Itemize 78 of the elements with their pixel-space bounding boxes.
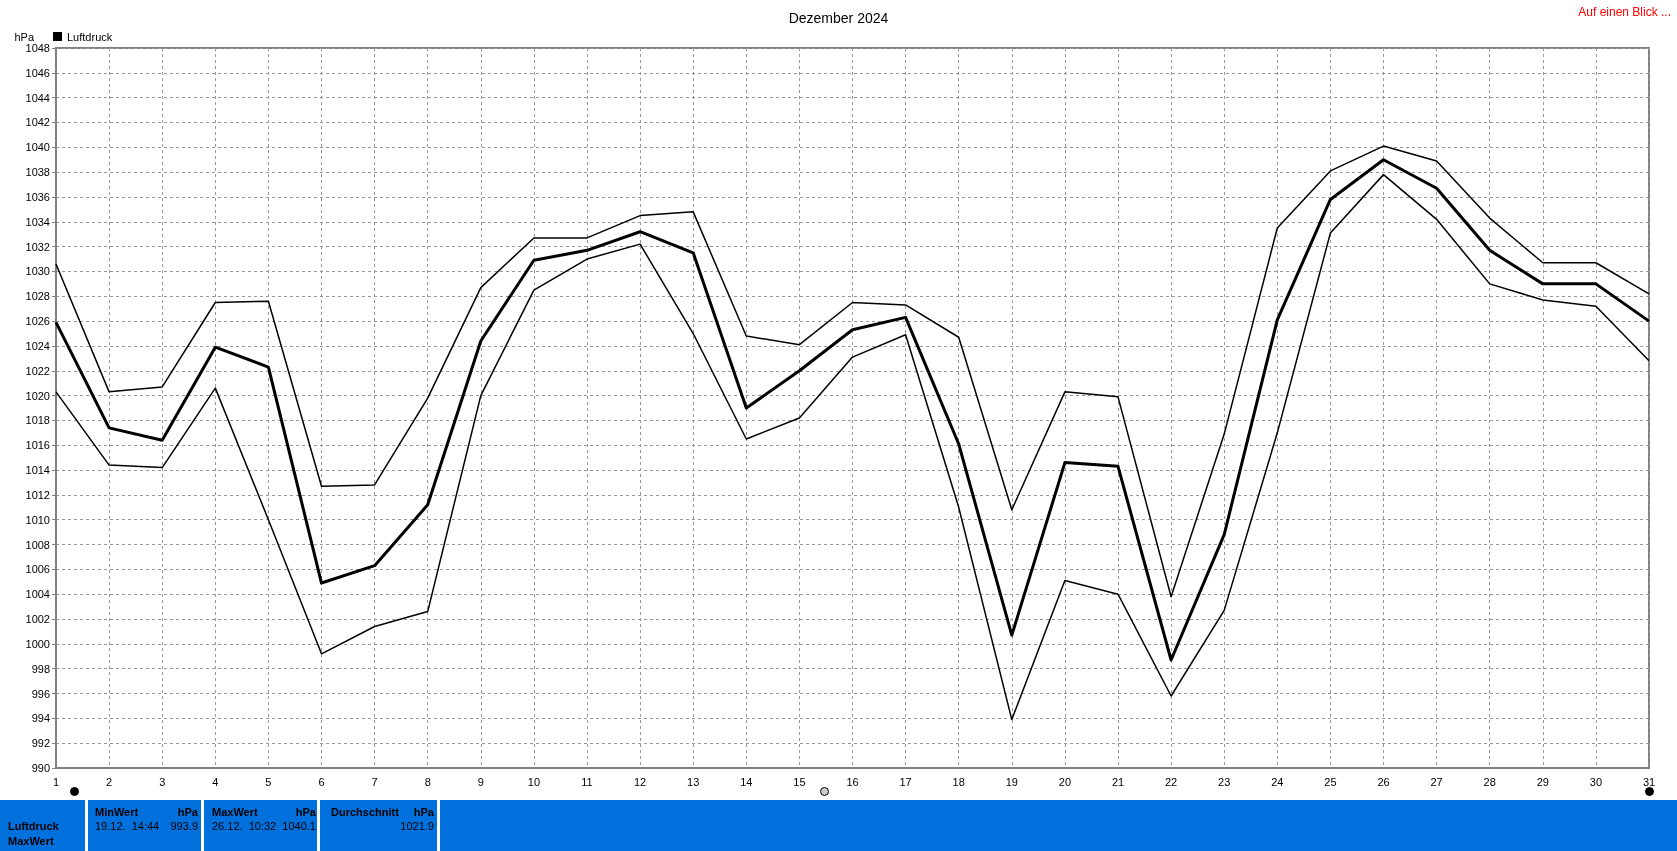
y-tick-label: 1030 — [25, 265, 50, 278]
text: 1021.9 — [400, 820, 434, 832]
y-tick-label: 1004 — [25, 588, 50, 601]
y-tick-label: 1006 — [25, 563, 50, 576]
text: MaxWert — [212, 806, 258, 818]
y-tick-label: 1020 — [25, 389, 50, 402]
x-tick-label: 2 — [106, 775, 113, 788]
y-tick-label: 998 — [31, 662, 50, 675]
text: Luftdruck — [8, 820, 59, 832]
x-tick-label: 13 — [687, 775, 700, 788]
x-tick-label: 19 — [1005, 775, 1018, 788]
text: Durchschnitt — [331, 806, 399, 818]
x-tick-label: 6 — [318, 775, 325, 788]
y-tick-label: 1034 — [25, 215, 50, 228]
x-tick-label: 24 — [1271, 775, 1284, 788]
y-tick-label: 1042 — [25, 116, 50, 129]
y-tick-label: 990 — [31, 762, 50, 774]
y-tick-label: 1026 — [25, 315, 50, 328]
text: hPa — [413, 806, 434, 818]
y-tick-label: 1018 — [25, 414, 50, 427]
y-tick-label: 1002 — [25, 613, 50, 626]
x-tick-label: 28 — [1483, 775, 1496, 788]
x-tick-label: 1 — [52, 775, 60, 788]
y-tick-label: 992 — [31, 737, 50, 750]
y-tick-label: 1010 — [25, 513, 50, 526]
x-tick-label: 23 — [1218, 775, 1231, 788]
x-tick-label: 16 — [846, 775, 859, 788]
text: hPa — [177, 806, 198, 818]
x-tick-label: 12 — [633, 775, 647, 788]
x-tick-label: 4 — [212, 775, 219, 788]
x-tick-label: 15 — [793, 775, 806, 788]
text: hPa — [295, 806, 316, 818]
x-tick-label: 9 — [477, 775, 484, 788]
x-tick-label: 14 — [740, 775, 753, 788]
y-tick-label: 1016 — [25, 439, 50, 452]
x-tick-label: 22 — [1164, 775, 1178, 788]
x-tick-label: 26 — [1377, 775, 1390, 788]
y-tick-label: 1032 — [25, 240, 50, 253]
text: 1040.1 — [282, 820, 316, 832]
y-tick-label: 1028 — [25, 290, 50, 303]
text: MaxWert — [8, 835, 54, 847]
y-tick-label: 994 — [31, 712, 50, 725]
text: 993.9 — [170, 820, 198, 832]
y-tick-label: 1044 — [25, 91, 50, 104]
x-tick-label: 25 — [1324, 775, 1337, 788]
x-tick-label: 30 — [1589, 775, 1603, 788]
x-tick-label: 8 — [424, 775, 431, 788]
y-tick-label: 1038 — [25, 166, 50, 179]
y-tick-label: 1046 — [25, 66, 50, 79]
text: Auf einen Blick ... — [1578, 5, 1671, 19]
x-tick-label: 31 — [1642, 775, 1656, 788]
legend-label: Luftdruck — [67, 30, 113, 43]
x-tick-label: 3 — [159, 775, 166, 788]
x-tick-label: 18 — [952, 775, 965, 788]
x-tick-label: 10 — [527, 775, 541, 788]
y-tick-label: 1036 — [25, 190, 50, 203]
text: 26.12. 10:32 — [212, 820, 277, 832]
y-tick-label: 1012 — [25, 488, 50, 501]
y-tick-label: 1008 — [25, 538, 50, 551]
x-tick-label: 11 — [581, 775, 593, 788]
x-tick-label: 29 — [1536, 775, 1549, 788]
chart-title: Dezember 2024 — [788, 10, 889, 26]
x-tick-label: 27 — [1430, 775, 1443, 788]
y-tick-label: 1048 — [25, 42, 50, 54]
y-tick-label: 1000 — [25, 637, 50, 650]
x-tick-label: 17 — [899, 775, 912, 788]
y-tick-label: 996 — [31, 687, 50, 700]
y-tick-label: 1014 — [25, 464, 50, 477]
x-tick-label: 5 — [265, 775, 272, 788]
y-tick-label: 1040 — [25, 141, 50, 154]
text: MinWert — [95, 806, 139, 818]
y-axis-title: hPa — [14, 30, 35, 43]
x-tick-label: 20 — [1058, 775, 1072, 788]
x-tick-label: 7 — [371, 775, 378, 788]
y-tick-label: 1022 — [25, 364, 50, 377]
text: 19.12. 14:44 — [95, 820, 160, 832]
x-tick-label: 21 — [1111, 775, 1125, 788]
y-tick-label: 1024 — [25, 339, 50, 352]
